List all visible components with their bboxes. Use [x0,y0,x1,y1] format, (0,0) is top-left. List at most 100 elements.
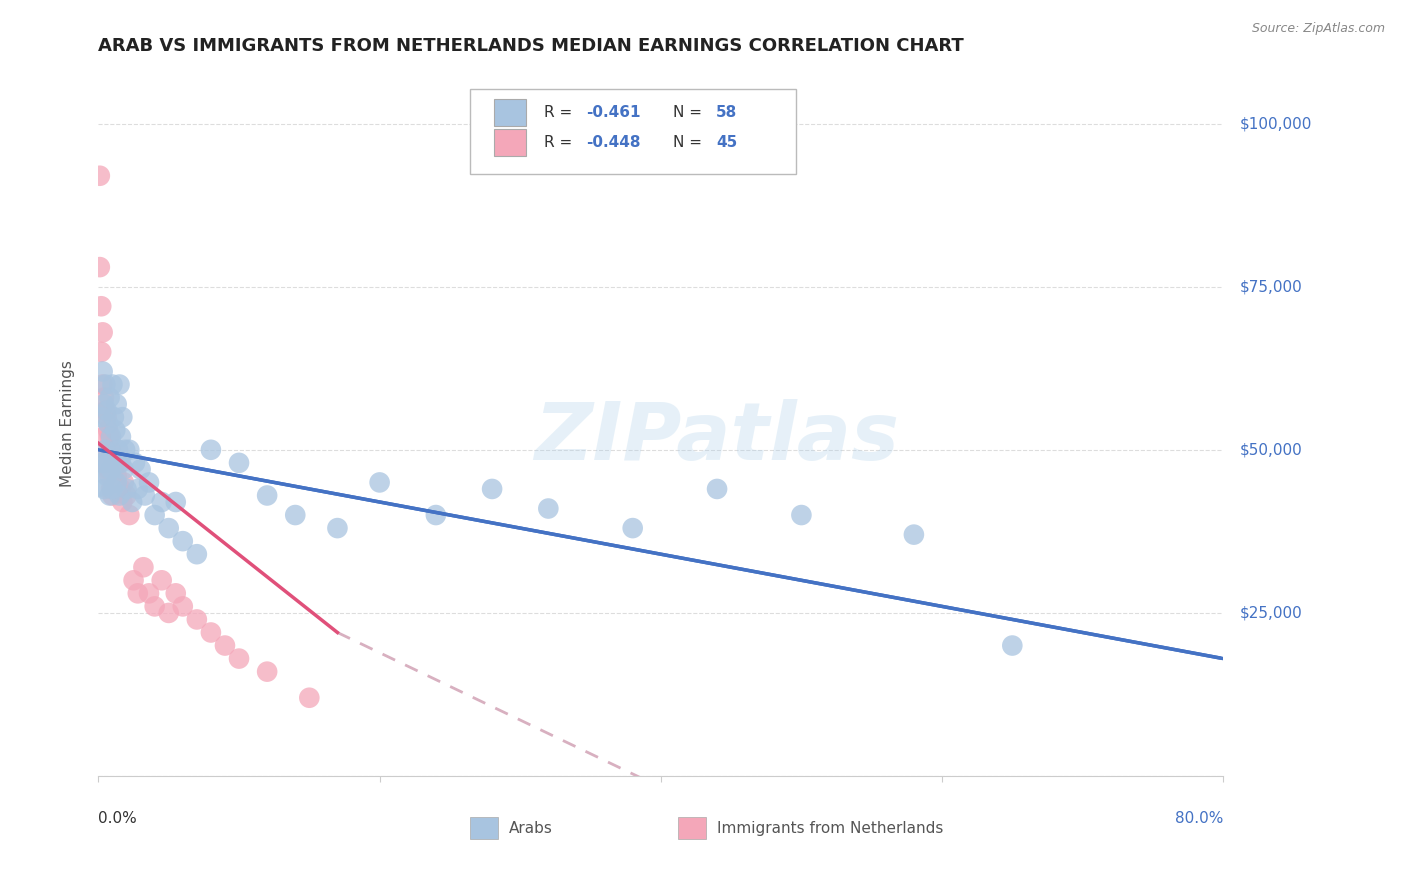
Point [97,462,120,476]
Point [124,456,146,470]
Point [129,462,152,476]
Point [228,651,250,665]
Text: -0.448: -0.448 [586,135,641,150]
Text: 80.0%: 80.0% [1175,812,1223,826]
Point [104,423,127,437]
Point [104,475,127,490]
Point [200,442,222,457]
Point [101,377,124,392]
Point [103,462,125,476]
Point [114,442,136,457]
Point [157,521,180,535]
Point [127,482,149,496]
Point [118,508,141,522]
FancyBboxPatch shape [470,89,796,174]
Point [214,639,236,653]
Text: R =: R = [544,135,576,150]
Point [93,391,115,405]
Point [101,456,124,470]
Point [101,488,124,502]
Point [105,469,128,483]
Point [1001,639,1024,653]
Point [127,586,149,600]
Point [89,169,111,183]
Point [107,442,129,457]
Point [105,475,128,490]
Point [172,599,194,614]
Point [790,508,813,522]
Text: ARAB VS IMMIGRANTS FROM NETHERLANDS MEDIAN EARNINGS CORRELATION CHART: ARAB VS IMMIGRANTS FROM NETHERLANDS MEDI… [98,37,965,54]
Bar [495,129,526,156]
Point [98,488,121,502]
Point [481,482,503,496]
Text: Source: ZipAtlas.com: Source: ZipAtlas.com [1251,22,1385,36]
Point [97,417,120,431]
Point [105,397,128,411]
Text: Immigrants from Netherlands: Immigrants from Netherlands [717,821,943,836]
Point [706,482,728,496]
Point [537,501,560,516]
Point [93,430,115,444]
Text: $75,000: $75,000 [1240,279,1303,294]
Point [100,430,122,444]
Point [138,475,160,490]
Point [157,606,180,620]
Point [903,527,925,541]
Point [89,260,111,274]
Point [118,442,141,457]
Text: $25,000: $25,000 [1240,606,1303,621]
Point [96,403,118,417]
Point [97,456,120,470]
Point [90,410,112,425]
Point [96,410,118,425]
Point [94,442,117,457]
Point [143,599,166,614]
Text: ZIPatlas: ZIPatlas [534,399,900,477]
Point [122,574,145,588]
Point [100,462,122,476]
Point [368,475,391,490]
Point [103,410,125,425]
Point [103,450,125,464]
Point [172,534,194,549]
Point [110,430,132,444]
Point [425,508,447,522]
Point [115,482,138,496]
Point [98,430,121,444]
Point [200,625,222,640]
Point [228,456,250,470]
Point [108,456,131,470]
Text: $100,000: $100,000 [1240,116,1312,131]
Text: 0.0%: 0.0% [98,812,138,826]
Point [110,456,132,470]
Point [186,612,208,626]
Point [93,397,115,411]
Point [111,495,134,509]
Point [91,326,114,340]
Text: N =: N = [673,135,707,150]
Point [90,299,112,313]
Point [110,482,132,496]
Point [165,586,187,600]
Point [98,391,121,405]
Text: R =: R = [544,104,576,120]
Point [138,586,160,600]
Point [93,482,115,496]
Point [91,377,114,392]
Point [256,488,278,502]
Point [89,469,111,483]
Point [91,364,114,378]
Bar [495,99,526,126]
Point [94,403,117,417]
Point [112,462,135,476]
Point [94,377,117,392]
Point [150,495,173,509]
Point [143,508,166,522]
Point [100,482,122,496]
Point [111,410,134,425]
Text: 58: 58 [716,104,737,120]
Point [97,423,120,437]
Point [256,665,278,679]
Point [115,488,138,502]
Y-axis label: Median Earnings: Median Earnings [60,360,75,487]
